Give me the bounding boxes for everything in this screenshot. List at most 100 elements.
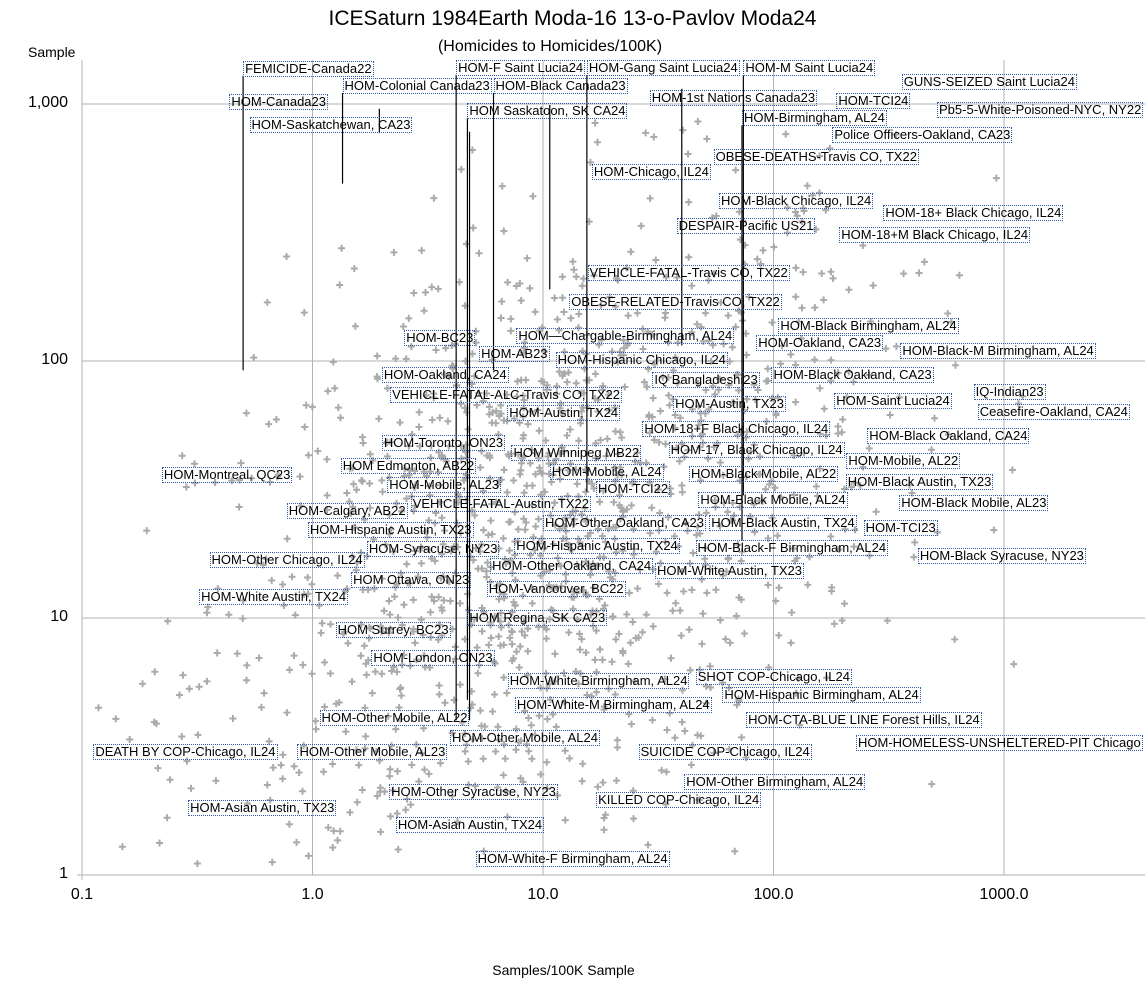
data-point [565,541,573,549]
data-point [674,542,682,550]
data-point [678,718,686,726]
data-label: HOM-Other Syracuse, NY23 [389,784,558,801]
data-point [560,348,568,356]
data-point [471,782,479,790]
data-point [551,650,559,658]
data-point [182,483,190,491]
data-point [403,495,411,503]
data-label: HOM-Mobile, AL24 [549,463,664,480]
data-point [1010,660,1018,668]
data-point [387,742,395,750]
data-point [478,447,486,455]
data-point [398,661,406,669]
data-point [644,365,652,373]
data-point [511,508,519,516]
data-point [496,617,504,625]
data-label: HOM-Birmingham, AL24 [741,110,887,127]
data-point [619,336,627,344]
data-point [239,614,247,622]
data-label: HOM—Chargable-Birmingham, AL24 [516,328,735,345]
data-point [321,703,329,711]
data-point [457,400,465,408]
data-point [390,248,398,256]
data-point [638,628,646,636]
data-point [663,726,671,734]
data-point [619,547,627,555]
data-point [804,581,812,589]
data-point [696,443,704,451]
data-point [435,593,443,601]
data-point [483,390,491,398]
data-label: HOM-Black-M Birmingham, AL24 [900,343,1096,360]
data-point [436,414,444,422]
data-point [225,611,233,619]
data-point [753,255,761,263]
data-point [826,144,834,152]
data-point [646,429,654,437]
data-point [346,808,354,816]
data-point [590,272,598,280]
data-point [719,471,727,479]
data-point [545,470,553,478]
data-point [324,824,332,832]
data-point [701,555,709,563]
data-point [538,323,546,331]
data-label: HOM-Black Canada23 [493,78,628,94]
data-point [501,755,509,763]
data-point [368,689,376,697]
data-point [365,634,373,642]
data-point [156,839,164,847]
data-point [623,341,631,349]
data-point [523,740,531,748]
data-label: HOM Surrey, BC23 [335,621,451,638]
data-point [834,423,842,431]
data-point [431,557,439,565]
data-point [990,526,998,534]
data-point [850,479,858,487]
data-point [435,448,443,456]
data-point [437,453,445,461]
y-axis-label: Sample [28,44,76,60]
data-point [676,414,684,422]
data-label: IQ Bangladeshi23 [652,372,760,389]
data-point [710,443,718,451]
data-point [597,301,605,309]
data-point [185,685,193,693]
data-label: HOM-Other Mobile, AL22 [319,709,470,726]
data-point [479,487,487,495]
data-point [358,786,366,794]
data-point [952,361,960,369]
data-point [518,628,526,636]
data-point [447,547,455,555]
data-point [531,731,539,739]
data-point [488,500,496,508]
data-point [726,639,734,647]
data-point [376,757,384,765]
data-point [546,615,554,623]
data-point [611,464,619,472]
data-point [522,519,530,527]
data-point [573,616,581,624]
data-point [582,350,590,358]
data-point [549,540,557,548]
data-point [616,348,624,356]
data-point [243,661,251,669]
data-point [407,343,415,351]
data-point [582,488,590,496]
data-point [343,489,351,497]
data-point [686,666,694,674]
data-point [214,585,222,593]
data-point [359,433,367,441]
data-point [377,623,385,631]
data-label: HOM-Black Mobile, AL24 [698,491,848,508]
data-point [428,283,436,291]
data-point [364,586,372,594]
data-point [390,663,398,671]
data-point [738,548,746,556]
data-point [558,273,566,281]
data-point [553,382,561,390]
data-point [373,352,381,360]
data-point [772,411,780,419]
data-point [405,314,413,322]
data-point [425,516,433,524]
